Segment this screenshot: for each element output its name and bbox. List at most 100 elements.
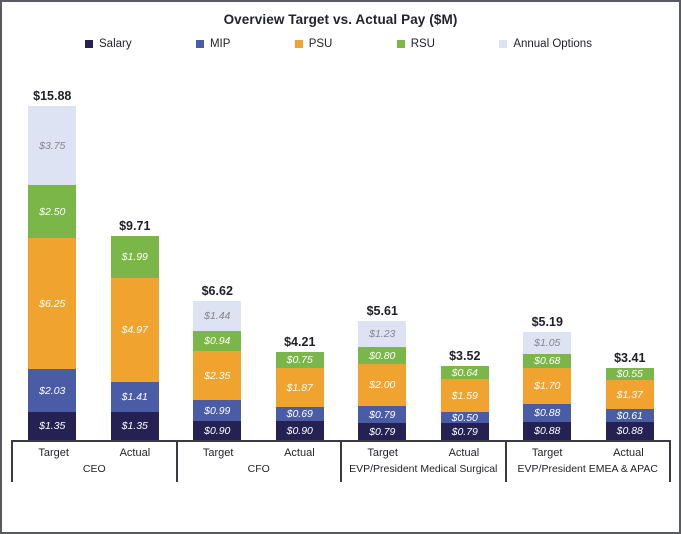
bar-total-label: $3.52 — [449, 349, 481, 363]
axis-group: Target Actual CFO — [175, 442, 341, 482]
axis-bar-labels-row: Target Actual — [13, 442, 176, 459]
bar-segment: $0.88 — [523, 404, 572, 422]
bar-segment: $0.68 — [523, 354, 572, 368]
segment-value-label: $0.88 — [534, 407, 561, 419]
axis-group-label: EVP/President Medical Surgical — [349, 463, 498, 475]
segment-value-label: $1.05 — [534, 337, 561, 349]
bar-stack: $0.64 $1.59 $0.50 $0.79 — [440, 366, 489, 440]
bar-column-actual: $9.71 $1.99 $4.97 $1.41 $1.35 — [94, 60, 177, 440]
segment-value-label: $0.69 — [286, 408, 313, 420]
chart-title: Overview Target vs. Actual Pay ($M) — [223, 12, 458, 27]
segment-value-label: $0.79 — [369, 425, 396, 438]
axis-bar-labels-row: Target Actual — [342, 442, 505, 459]
segment-value-label: $1.44 — [204, 310, 231, 322]
segment-value-label: $0.50 — [451, 411, 478, 424]
segment-value-label: $1.37 — [616, 388, 643, 401]
bar-segment: $0.90 — [193, 421, 242, 440]
axis-label-target: Target — [531, 447, 563, 459]
bar-segment: $0.90 — [275, 421, 324, 440]
axis-label-target: Target — [367, 447, 398, 459]
segment-value-label: $1.59 — [451, 389, 478, 402]
bar-segment: $0.75 — [275, 352, 324, 368]
bar-column-actual: $3.52 $0.64 $1.59 $0.50 $0.79 — [424, 60, 507, 440]
x-axis: Target Actual CEO Target Actual CFO Target Actu… — [11, 440, 671, 482]
legend-item: Annual Options — [499, 38, 592, 50]
segment-value-label: $0.94 — [204, 335, 231, 347]
axis-group: Target Actual EVP/President Medical Surgic… — [340, 442, 505, 482]
axis-label-target: Target — [38, 447, 69, 459]
legend-label: RSU — [410, 38, 435, 50]
bar-segment: $1.44 — [193, 301, 242, 331]
bar-total-label: $4.21 — [284, 335, 316, 349]
segment-value-label: $1.35 — [121, 420, 148, 432]
legend-swatch-icon — [195, 40, 204, 48]
legend-swatch-icon — [396, 40, 405, 48]
legend-swatch-icon — [85, 40, 93, 48]
bar-segment: $1.41 — [110, 382, 159, 412]
segment-value-label: $3.75 — [39, 139, 66, 152]
bar-total-label: $15.88 — [33, 89, 72, 103]
bar-total-label: $5.19 — [531, 315, 563, 329]
bar-stack: $1.44 $0.94 $2.35 $0.99 $0.90 — [193, 301, 242, 440]
bar-segment: $0.80 — [358, 347, 407, 364]
segment-value-label: $0.99 — [204, 404, 231, 417]
legend-label: PSU — [308, 38, 333, 50]
segment-value-label: $0.90 — [286, 424, 313, 437]
bar-column-actual: $3.41 $0.55 $1.37 $0.61 $0.88 — [589, 60, 672, 440]
segment-value-label: $4.97 — [121, 324, 148, 336]
bar-stack: $3.75 $2.50 $6.25 $2.03 $1.35 — [28, 106, 77, 440]
segment-value-label: $2.00 — [369, 379, 396, 391]
legend-label: MIP — [209, 38, 231, 50]
bar-segment: $1.37 — [605, 380, 654, 409]
bar-segment: $0.55 — [605, 368, 654, 380]
bar-segment: $1.59 — [440, 379, 489, 412]
axis-label-actual: Actual — [613, 447, 644, 459]
segment-value-label: $6.25 — [39, 297, 66, 310]
bar-segment: $2.50 — [28, 185, 77, 238]
bar-segment: $1.87 — [275, 368, 324, 407]
bar-total-label: $9.71 — [119, 219, 151, 233]
segment-value-label: $2.35 — [204, 369, 231, 382]
bar-segment: $0.61 — [605, 409, 654, 422]
axis-label-actual: Actual — [284, 447, 315, 459]
bar-stack: $1.99 $4.97 $1.41 $1.35 — [110, 236, 159, 440]
legend: Salary MIP PSU RSU Annual Options — [85, 38, 592, 50]
bar-segment: $3.75 — [28, 106, 77, 185]
bar-segment: $0.69 — [275, 407, 324, 421]
segment-value-label: $1.70 — [534, 380, 561, 392]
segment-value-label: $2.50 — [39, 205, 66, 218]
segment-value-label: $1.99 — [121, 251, 148, 263]
bar-segment: $0.64 — [440, 366, 489, 379]
segment-value-label: $0.80 — [369, 349, 396, 362]
segment-value-label: $0.68 — [534, 355, 561, 367]
bar-segment: $0.99 — [193, 400, 242, 421]
bar-segment: $1.35 — [28, 412, 77, 440]
chart-group: $5.19 $1.05 $0.68 $1.70 $0.88 $0.88 $3.41 $0.55… — [506, 60, 671, 440]
bar-stack: $0.75 $1.87 $0.69 $0.90 — [275, 352, 324, 440]
bar-segment: $2.00 — [358, 364, 407, 406]
axis-group-label: CFO — [247, 463, 270, 475]
axis-label-target: Target — [202, 447, 234, 459]
bar-segment: $0.79 — [358, 406, 407, 423]
legend-swatch-icon — [294, 40, 303, 48]
bar-segment: $0.88 — [523, 422, 572, 440]
bar-segment: $1.35 — [110, 412, 159, 440]
axis-bar-labels-row: Target Actual — [178, 442, 341, 459]
bar-segment: $1.99 — [110, 236, 159, 278]
segment-value-label: $1.41 — [121, 391, 148, 403]
bar-column-target: $5.61 $1.23 $0.80 $2.00 $0.79 $0.79 — [341, 60, 424, 440]
segment-value-label: $0.55 — [616, 368, 643, 380]
bar-total-label: $6.62 — [201, 284, 233, 298]
chart-group: $5.61 $1.23 $0.80 $2.00 $0.79 $0.79 $3.52 $0.64… — [341, 60, 506, 440]
bar-segment: $0.94 — [193, 331, 242, 351]
bar-column-actual: $4.21 $0.75 $1.87 $0.69 $0.90 — [259, 60, 342, 440]
bar-total-label: $3.41 — [614, 351, 646, 365]
axis-label-actual: Actual — [448, 447, 480, 459]
segment-value-label: $0.61 — [616, 409, 643, 422]
bar-column-target: $6.62 $1.44 $0.94 $2.35 $0.99 $0.90 — [176, 60, 259, 440]
bar-segment: $0.50 — [440, 411, 489, 424]
legend-item: Salary — [85, 38, 132, 50]
bar-segment: $1.23 — [358, 321, 407, 347]
segment-value-label: $0.75 — [286, 354, 313, 366]
